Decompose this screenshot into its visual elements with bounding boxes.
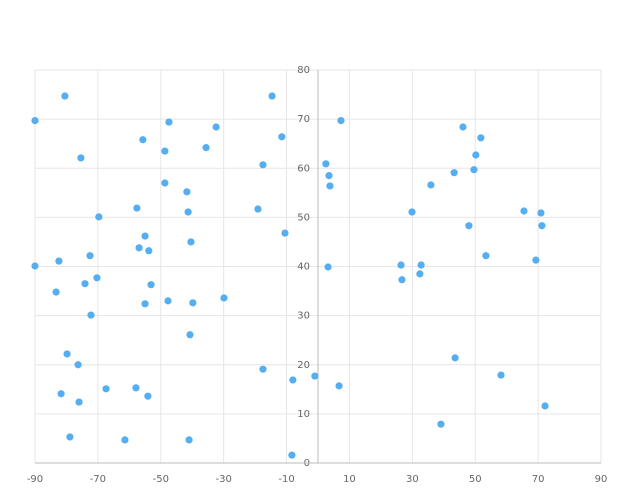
point [102,385,110,393]
point [477,134,485,142]
point [254,205,262,213]
point [335,382,343,390]
x-tick-label: -50 [153,474,169,485]
point [63,350,71,358]
point [450,169,458,177]
x-tick-label: 70 [532,474,545,485]
x-tick-label: 90 [595,474,608,485]
point [147,281,155,289]
y-tick-label: 30 [297,311,310,322]
point [326,182,334,190]
point [417,261,425,269]
point [77,154,85,162]
point [202,144,210,152]
y-tick-label: 20 [297,360,310,371]
point [61,92,69,100]
y-tick-label: 50 [297,212,310,223]
point [161,147,169,155]
point [520,207,528,215]
y-tick-label: 40 [297,262,310,273]
point [289,376,297,384]
point [164,297,172,305]
point [57,390,65,398]
point [95,213,103,221]
point [212,123,220,131]
point [121,436,129,444]
point [31,262,39,270]
point [416,270,424,278]
point [74,361,82,369]
point [281,229,289,237]
point [133,204,141,212]
point [398,276,406,284]
point [324,263,332,271]
point [135,244,143,252]
point [437,420,445,428]
point [311,372,319,380]
y-tick-label: 60 [297,163,310,174]
point [451,354,459,362]
x-tick-label: -90 [27,474,43,485]
point [165,118,173,126]
point [322,160,330,168]
y-tick-label: 10 [297,409,310,420]
point [427,181,435,189]
point [325,172,333,180]
point [66,433,74,441]
point [278,133,286,141]
y-tick-label: 70 [297,114,310,125]
point [189,299,197,307]
point [31,116,39,125]
x-tick-label: -10 [278,474,294,485]
point [220,294,228,302]
point [337,116,345,125]
point [141,232,149,240]
point [86,252,94,260]
point [87,311,95,319]
x-tick-label: 50 [469,474,482,485]
point [185,436,193,444]
point [75,398,83,406]
point [55,257,63,265]
point [268,92,276,100]
point [497,371,505,379]
point [184,208,192,216]
point [144,392,152,400]
point [141,300,149,308]
point [186,331,194,339]
point [145,247,153,255]
point [52,288,60,296]
point [532,256,540,264]
x-tick-label: -70 [90,474,106,485]
point [459,123,467,131]
point [187,238,195,246]
point [470,166,478,174]
point [465,222,473,230]
point [161,179,169,187]
x-tick-label: 10 [343,474,356,485]
x-tick-label: 30 [406,474,419,485]
point [538,222,546,230]
point [259,161,267,169]
point [132,384,140,392]
x-tick-label: -30 [215,474,231,485]
point [537,209,545,217]
point [288,451,296,459]
point [408,208,416,216]
y-tick-label: 80 [297,65,310,76]
point [93,274,101,282]
point [472,151,480,159]
point [541,402,549,410]
point [81,280,89,288]
point [482,252,490,260]
point [397,261,405,269]
point [183,188,191,196]
point [259,365,267,373]
point [139,136,147,144]
